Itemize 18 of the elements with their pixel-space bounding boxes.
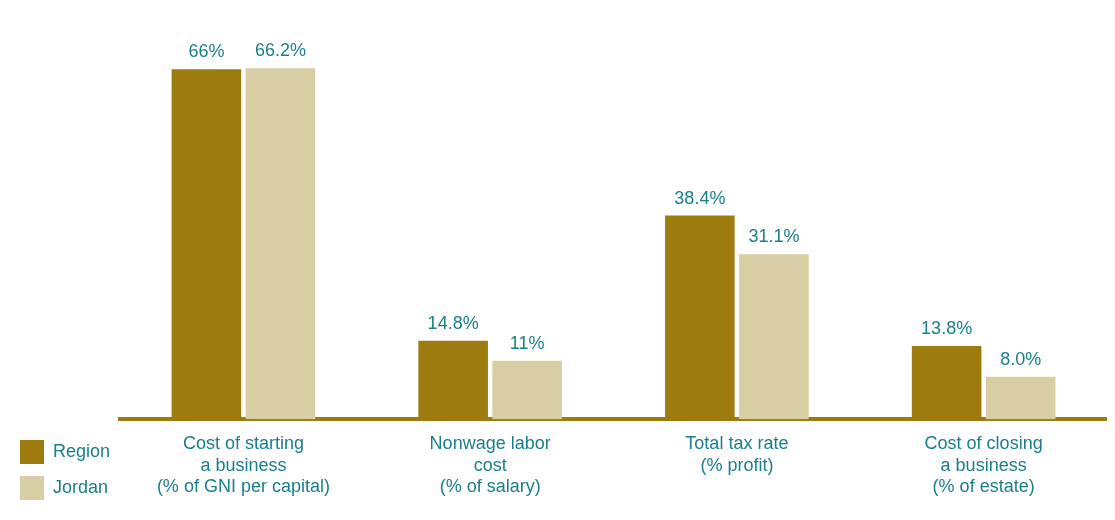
x-tick-label: Cost of starting a business (% of GNI per capital) bbox=[156, 432, 330, 497]
data-label: 66% bbox=[188, 41, 225, 62]
data-label: 66.2% bbox=[254, 40, 306, 61]
data-label: 11% bbox=[509, 332, 545, 353]
data-label: 8.0% bbox=[1000, 348, 1042, 369]
data-label: 31.1% bbox=[748, 226, 800, 247]
bar bbox=[985, 376, 1056, 420]
bar bbox=[492, 360, 562, 420]
x-tick-label: Cost of closing a business (% of estate) bbox=[924, 432, 1043, 497]
legend-label: Region bbox=[53, 440, 111, 461]
x-tick-label: Nonwage labor cost (% of salary) bbox=[429, 432, 551, 497]
x-tick-label: Total tax rate (% profit) bbox=[685, 432, 789, 475]
legend-label: Jordan bbox=[53, 476, 109, 497]
data-label: 13.8% bbox=[921, 317, 973, 338]
data-label: 14.8% bbox=[427, 312, 479, 333]
bar bbox=[739, 254, 809, 420]
bar bbox=[245, 68, 316, 420]
data-label: 38.4% bbox=[674, 187, 726, 208]
